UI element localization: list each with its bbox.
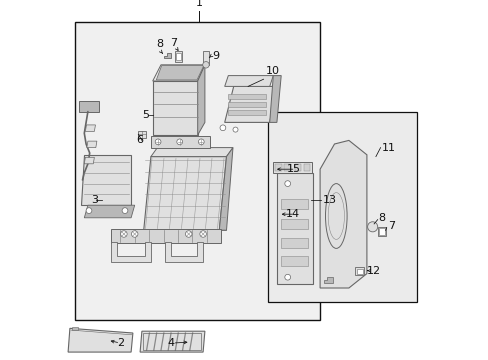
Bar: [111, 229, 221, 243]
Circle shape: [86, 208, 92, 213]
Circle shape: [284, 181, 290, 186]
Text: 12: 12: [366, 266, 380, 276]
Bar: [176, 53, 181, 60]
Bar: [275, 164, 281, 171]
Bar: [79, 101, 99, 112]
Polygon shape: [143, 157, 226, 230]
Polygon shape: [84, 205, 134, 218]
Bar: [303, 164, 310, 171]
Bar: [228, 110, 265, 115]
Text: 10: 10: [265, 66, 279, 76]
Circle shape: [232, 127, 238, 132]
Text: 8: 8: [378, 213, 385, 223]
Polygon shape: [163, 53, 170, 58]
Bar: [377, 227, 385, 236]
Polygon shape: [152, 65, 204, 81]
Polygon shape: [219, 148, 232, 230]
Bar: [280, 256, 307, 266]
Text: 7: 7: [387, 221, 394, 231]
Circle shape: [198, 139, 204, 145]
Bar: [151, 136, 210, 148]
Bar: [75, 22, 320, 320]
Text: 6: 6: [136, 135, 143, 145]
Circle shape: [131, 231, 138, 237]
Bar: [280, 238, 307, 248]
Bar: [267, 112, 416, 302]
Polygon shape: [269, 76, 281, 122]
Polygon shape: [84, 157, 94, 164]
Text: 15: 15: [286, 164, 300, 174]
Polygon shape: [165, 242, 203, 262]
Text: 5: 5: [142, 110, 148, 120]
Circle shape: [121, 231, 127, 237]
Polygon shape: [156, 66, 203, 80]
Circle shape: [177, 139, 182, 145]
Bar: [72, 327, 78, 330]
Polygon shape: [140, 331, 204, 352]
Bar: [280, 199, 307, 209]
Circle shape: [367, 222, 377, 232]
Bar: [175, 51, 182, 62]
Polygon shape: [276, 173, 312, 284]
Polygon shape: [224, 86, 276, 122]
Text: 9: 9: [212, 51, 219, 61]
Polygon shape: [68, 328, 133, 352]
Bar: [272, 162, 311, 173]
Polygon shape: [320, 140, 366, 288]
Bar: [138, 131, 146, 138]
Text: 3: 3: [91, 195, 98, 205]
Text: 13: 13: [322, 195, 336, 205]
Circle shape: [185, 231, 192, 237]
Text: 14: 14: [285, 209, 300, 219]
Bar: [203, 51, 209, 65]
Bar: [142, 333, 201, 350]
Bar: [280, 219, 307, 229]
Polygon shape: [111, 242, 151, 262]
Bar: [228, 102, 265, 107]
Circle shape: [200, 231, 206, 237]
Text: 1: 1: [196, 0, 203, 8]
Circle shape: [122, 208, 127, 213]
Bar: [378, 228, 384, 235]
Polygon shape: [81, 155, 131, 205]
Bar: [228, 94, 265, 99]
Bar: [355, 267, 364, 275]
Polygon shape: [87, 141, 97, 148]
Polygon shape: [224, 76, 273, 86]
Polygon shape: [197, 65, 204, 135]
Circle shape: [203, 62, 209, 68]
Text: 8: 8: [156, 39, 163, 49]
Circle shape: [284, 274, 290, 280]
Text: 4: 4: [167, 338, 174, 348]
Text: 11: 11: [381, 143, 395, 153]
Polygon shape: [85, 125, 95, 131]
Text: 2: 2: [117, 338, 123, 348]
Bar: [284, 164, 290, 171]
Bar: [294, 164, 301, 171]
Circle shape: [220, 125, 225, 131]
Bar: [356, 269, 362, 274]
Circle shape: [155, 139, 161, 145]
Polygon shape: [152, 81, 197, 135]
Polygon shape: [323, 277, 332, 283]
Text: 7: 7: [170, 37, 177, 48]
Polygon shape: [151, 148, 232, 157]
